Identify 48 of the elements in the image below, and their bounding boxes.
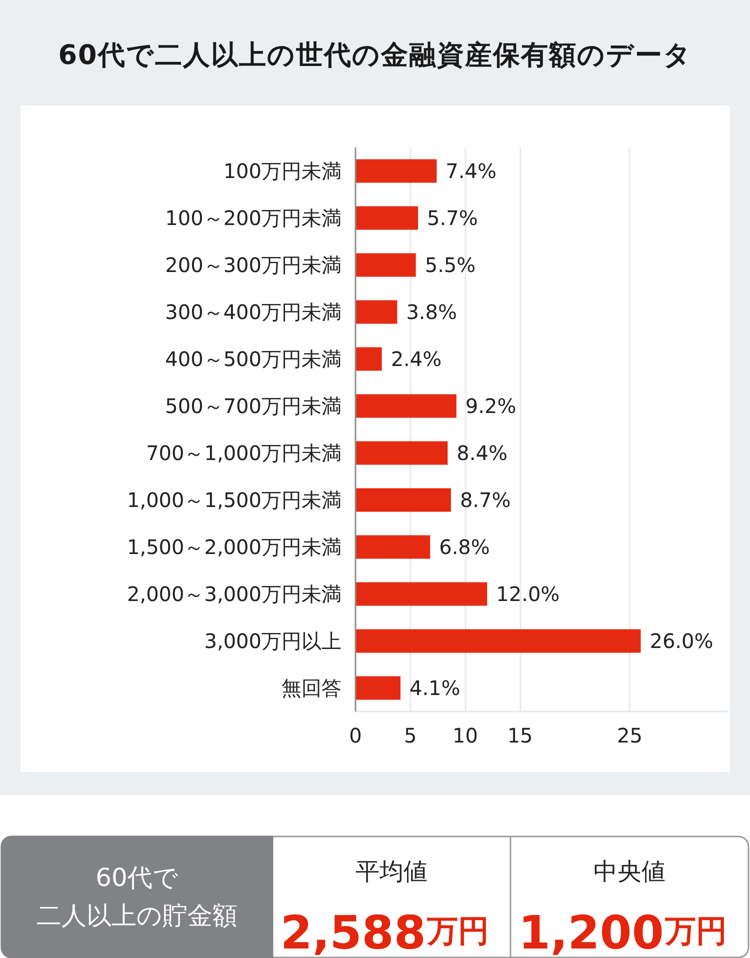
- bar: [356, 441, 448, 465]
- chart-title: 60代で二人以上の世代の金融資産保有額のデータ: [57, 39, 693, 73]
- bar: [356, 676, 400, 700]
- y-tick-label: 100万円未満: [223, 159, 342, 183]
- data-label: 4.1%: [409, 676, 460, 700]
- data-label: 26.0%: [650, 629, 714, 653]
- text: 二人以上の貯金額: [36, 901, 238, 930]
- category-label: 平均値: [356, 858, 428, 886]
- y-tick-label: 700～1,000万円未満: [146, 441, 342, 465]
- bar: [356, 206, 418, 230]
- category-label: 中央値: [594, 858, 666, 886]
- x-tick-label: 15: [507, 724, 533, 748]
- data-label: 12.0%: [496, 582, 560, 606]
- y-tick-label: 500～700万円未満: [165, 394, 342, 418]
- data-label: 1,200万円: [518, 906, 727, 958]
- x-tick-label: 25: [617, 724, 642, 748]
- y-tick-label: 1,000～1,500万円未満: [126, 488, 342, 512]
- data-label: 7.4%: [446, 159, 496, 183]
- data-label: 8.7%: [460, 488, 511, 512]
- y-tick-label: 300～400万円未満: [165, 300, 342, 324]
- bar: [356, 488, 451, 512]
- bar: [356, 535, 430, 559]
- x-tick-label: 5: [404, 724, 417, 748]
- bar: [356, 582, 488, 606]
- y-tick-label: 1,500～2,000万円未満: [126, 535, 342, 559]
- data-label: 3.8%: [406, 300, 457, 324]
- y-tick-label: 400～500万円未満: [165, 347, 342, 371]
- y-tick-label: 3,000万円以上: [204, 629, 342, 653]
- data-label: 6.8%: [439, 535, 490, 559]
- data-label: 2.4%: [390, 347, 442, 371]
- y-tick-label: 2,000～3,000万円未満: [126, 582, 342, 606]
- data-label: 5.5%: [424, 253, 476, 277]
- text: 60代で: [96, 863, 178, 892]
- data-label: 9.2%: [465, 394, 516, 418]
- x-tick-label: 0: [349, 724, 362, 748]
- bar: [356, 253, 416, 277]
- bar: [356, 394, 456, 418]
- data-label: 5.7%: [427, 206, 478, 230]
- y-tick-label: 無回答: [282, 676, 342, 700]
- bar: [356, 159, 437, 183]
- bar: [356, 347, 382, 371]
- y-tick-label: 100～200万円未満: [165, 206, 342, 230]
- data-label: 2,588万円: [280, 906, 489, 958]
- bar: [356, 300, 398, 324]
- data-label: 8.4%: [456, 441, 508, 465]
- y-tick-label: 200～300万円未満: [165, 253, 342, 277]
- bar: [356, 629, 641, 653]
- x-tick-label: 10: [452, 724, 478, 748]
